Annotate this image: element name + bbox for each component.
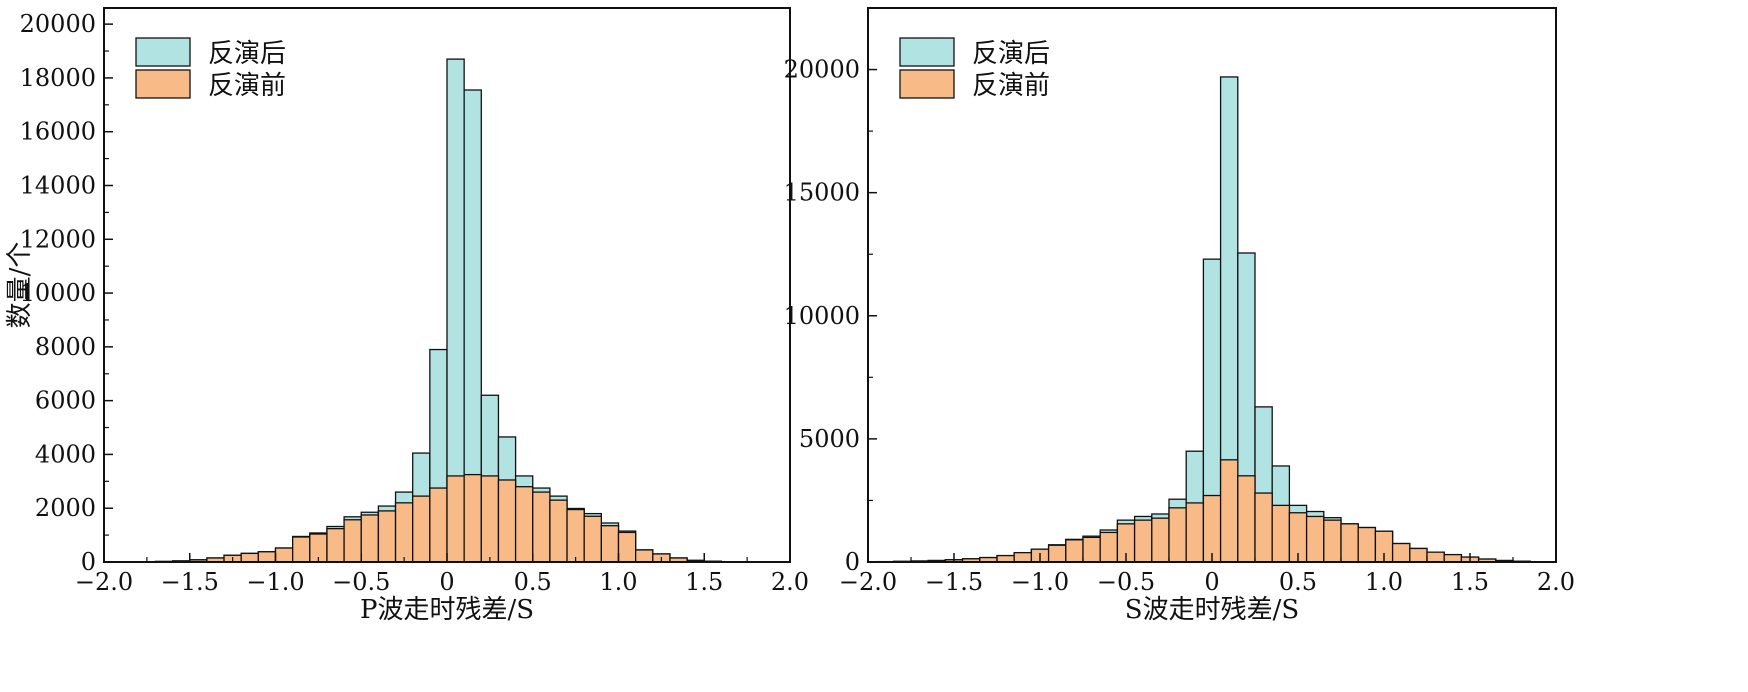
y-tick-label: 2000 — [35, 494, 96, 522]
bar-before — [291, 536, 311, 563]
bar-before — [1409, 547, 1428, 563]
y-tick-label: 10000 — [20, 279, 96, 307]
bar-before — [274, 547, 294, 563]
x-tick-label: −0.5 — [332, 568, 390, 596]
bar-before — [617, 531, 637, 563]
x-tick-label: 1.5 — [1451, 568, 1489, 596]
bar-before — [1237, 475, 1256, 563]
bar-before — [1323, 519, 1342, 563]
bar-before — [1082, 536, 1101, 563]
bar-before — [377, 510, 397, 563]
x-tick-label: −1.0 — [1011, 568, 1069, 596]
bar-before — [1391, 542, 1411, 563]
y-tick-label: 18000 — [20, 64, 96, 92]
bar-before — [360, 514, 380, 563]
bar-before — [1133, 519, 1153, 563]
x-tick-label: −1.5 — [161, 568, 219, 596]
bars-layer — [875, 76, 1531, 563]
bar-before — [1426, 551, 1445, 563]
y-tick-label: 4000 — [35, 440, 96, 468]
bar-before — [1185, 502, 1205, 563]
y-tick-label: 0 — [81, 548, 96, 576]
bar-before — [394, 502, 414, 563]
legend-label-before: 反演前 — [972, 71, 1050, 101]
bar-before — [1202, 494, 1222, 563]
y-tick-label: 8000 — [35, 333, 96, 361]
bar-before — [600, 525, 620, 563]
x-axis-title: P波走时残差/S — [360, 595, 534, 625]
bar-before — [446, 475, 465, 563]
x-tick-label: 0 — [1204, 568, 1219, 596]
x-tick-label: 1.0 — [1365, 568, 1403, 596]
x-tick-label: −2.0 — [75, 568, 133, 596]
bar-before — [1013, 551, 1033, 563]
x-tick-label: −1.5 — [925, 568, 983, 596]
p-wave-histogram: −2.0 −1.5 −1.0 −0.5 0 0.5 1.0 1.5 2.0 0 2000 4000 60… — [5, 7, 809, 625]
bar-before — [326, 528, 345, 563]
bar-before — [412, 495, 431, 563]
legend-swatch-after — [899, 37, 955, 67]
y-tick-label: 5000 — [799, 425, 860, 453]
y-tick-label: 10000 — [784, 302, 860, 330]
y-tick-label: 12000 — [20, 225, 96, 253]
legend-label-before: 反演前 — [208, 71, 286, 101]
bar-before — [514, 486, 534, 563]
y-tick-label: 14000 — [20, 171, 96, 199]
y-tick-label: 15000 — [784, 179, 860, 207]
legend-swatch-after — [135, 37, 191, 67]
s-wave-histogram: −2.0 −1.5 −1.0 −0.5 0 0.5 1.0 1.5 2.0 0 5000 10000 1… — [784, 7, 1575, 625]
bar-before — [1271, 504, 1291, 563]
bar-before — [240, 552, 259, 563]
x-tick-label: 0.5 — [1279, 568, 1317, 596]
bar-before — [1065, 539, 1084, 563]
bar-before — [635, 549, 654, 563]
x-tick-label: 0.5 — [514, 568, 552, 596]
y-tick-label: 16000 — [20, 118, 96, 146]
bar-before — [343, 519, 362, 563]
x-tick-label: 0 — [439, 568, 454, 596]
bars-layer — [154, 58, 723, 563]
bar-before — [1047, 544, 1067, 563]
legend: 反演后 反演前 — [899, 37, 1050, 101]
x-tick-label: −1.0 — [246, 568, 304, 596]
x-tick-label: 1.5 — [685, 568, 723, 596]
ticks-layer: −2.0 −1.5 −1.0 −0.5 0 0.5 1.0 1.5 2.0 0 2000 4000 60… — [20, 10, 809, 596]
x-axis-title: S波走时残差/S — [1125, 595, 1299, 625]
bar-before — [429, 487, 448, 563]
bar-before — [532, 491, 551, 563]
x-tick-label: −2.0 — [839, 568, 897, 596]
x-tick-label: 2.0 — [771, 568, 809, 596]
legend-label-after: 反演后 — [972, 39, 1050, 69]
bar-before — [1340, 523, 1359, 563]
y-tick-label: 6000 — [35, 387, 96, 415]
bar-before — [1254, 492, 1273, 563]
y-tick-label: 20000 — [20, 10, 96, 38]
legend-swatch-before — [135, 69, 191, 99]
y-tick-label: 0 — [845, 548, 860, 576]
x-tick-label: 2.0 — [1537, 568, 1575, 596]
bar-before — [1099, 531, 1119, 563]
y-axis-title: 数量/个 — [5, 242, 35, 329]
x-tick-label: −0.5 — [1097, 568, 1155, 596]
legend-swatch-before — [899, 69, 955, 99]
bar-before — [566, 508, 585, 563]
bar-before — [497, 479, 517, 563]
bar-before — [549, 499, 568, 563]
legend: 反演后 反演前 — [135, 37, 286, 101]
x-tick-label: 1.0 — [599, 568, 637, 596]
bar-before — [1305, 515, 1325, 563]
y-tick-label: 20000 — [784, 56, 860, 84]
bar-before — [257, 551, 277, 563]
bar-before — [1151, 517, 1170, 563]
bar-before — [1443, 553, 1463, 563]
bar-before — [480, 475, 500, 563]
bar-before — [463, 473, 482, 563]
legend-label-after: 反演后 — [208, 39, 286, 69]
ticks-layer: −2.0 −1.5 −1.0 −0.5 0 0.5 1.0 1.5 2.0 0 5000 10000 1… — [784, 56, 1575, 596]
bar-before — [583, 515, 603, 563]
bar-before — [1168, 507, 1187, 563]
bar-before — [1357, 526, 1377, 563]
bar-before — [1219, 459, 1239, 563]
